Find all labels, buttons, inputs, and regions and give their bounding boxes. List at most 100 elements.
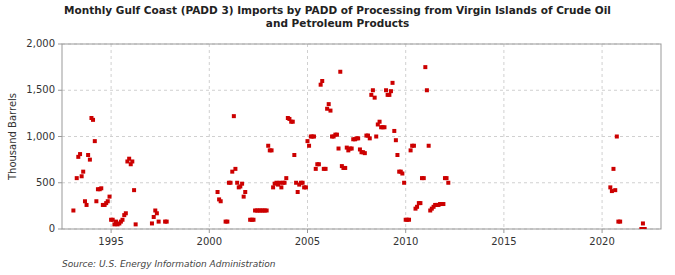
x-tick [405, 229, 406, 233]
point [343, 166, 347, 170]
point [232, 114, 236, 118]
point [314, 167, 318, 171]
y-axis-label: Thousand Barrels [7, 93, 18, 181]
points [71, 65, 646, 229]
point [94, 199, 98, 203]
point [368, 136, 372, 140]
point [229, 181, 233, 185]
point [165, 220, 169, 224]
point [319, 83, 323, 87]
point [324, 167, 328, 171]
x-tick-label: 2000 [197, 236, 222, 247]
point [641, 221, 645, 225]
title-line: Monthly Gulf Coast (PADD 3) Imports by P… [64, 4, 611, 16]
point [219, 199, 223, 203]
point [317, 162, 321, 166]
point [312, 135, 316, 139]
point [307, 144, 311, 148]
point [328, 109, 332, 113]
point [618, 220, 622, 224]
point [130, 159, 134, 163]
y-tick-label: 1,500 [26, 84, 55, 95]
x-tick [503, 229, 504, 233]
point [251, 218, 255, 222]
y-tick [58, 44, 62, 45]
point [91, 118, 95, 122]
point [400, 172, 404, 176]
point [242, 195, 246, 199]
x-grid-line [503, 44, 504, 229]
point [395, 153, 399, 157]
point [88, 158, 92, 162]
y-grid-line [62, 90, 661, 91]
x-tick [209, 229, 210, 233]
point [327, 102, 331, 106]
point [86, 153, 90, 157]
point [155, 211, 159, 215]
point [615, 135, 619, 139]
point [243, 190, 247, 194]
point [441, 202, 445, 206]
point [265, 209, 269, 213]
point [85, 203, 89, 207]
x-grid-line [209, 44, 210, 229]
point [338, 70, 342, 74]
point [120, 218, 124, 222]
grid [62, 44, 661, 229]
page: {"chart_data": { "type": "scatter", "tit… [0, 0, 675, 275]
point [394, 138, 398, 142]
point [402, 181, 406, 185]
point [106, 199, 110, 203]
point [387, 93, 391, 97]
point [337, 147, 341, 151]
title: Monthly Gulf Coast (PADD 3) Imports by P… [64, 4, 611, 29]
point [608, 185, 612, 189]
point [320, 79, 324, 83]
point [132, 188, 136, 192]
point [296, 190, 300, 194]
source: Source: U.S. Energy Information Administ… [62, 259, 276, 269]
y-tick-label: 500 [36, 177, 55, 188]
point [391, 81, 395, 85]
point [335, 133, 339, 137]
point [99, 186, 103, 190]
point [423, 65, 427, 69]
point [415, 205, 419, 209]
point [389, 89, 393, 93]
point [371, 88, 375, 92]
point [643, 227, 647, 229]
y-tick [58, 229, 62, 230]
point [124, 211, 128, 215]
point [445, 176, 449, 180]
plot-frame [62, 44, 661, 229]
point [80, 174, 84, 178]
point [356, 136, 360, 140]
point [446, 181, 450, 185]
point [407, 218, 411, 222]
point [75, 176, 79, 180]
point [271, 185, 275, 189]
point [363, 151, 367, 155]
point [83, 199, 87, 203]
point [150, 221, 154, 225]
point [216, 190, 220, 194]
point [382, 125, 386, 129]
y-tick [58, 136, 62, 137]
x-grid-line [111, 44, 112, 229]
point [266, 144, 270, 148]
point [108, 195, 112, 199]
point [613, 188, 617, 192]
x-grid-line [307, 44, 308, 229]
point [284, 176, 288, 180]
point [292, 153, 296, 157]
point [240, 182, 244, 186]
point [291, 120, 295, 124]
x-tick-label: 2015 [491, 236, 516, 247]
y-tick-label: 2,000 [26, 38, 55, 49]
point [301, 181, 305, 185]
point [418, 201, 422, 205]
point [611, 167, 615, 171]
point [157, 220, 161, 224]
point [81, 170, 85, 174]
point [378, 120, 382, 124]
